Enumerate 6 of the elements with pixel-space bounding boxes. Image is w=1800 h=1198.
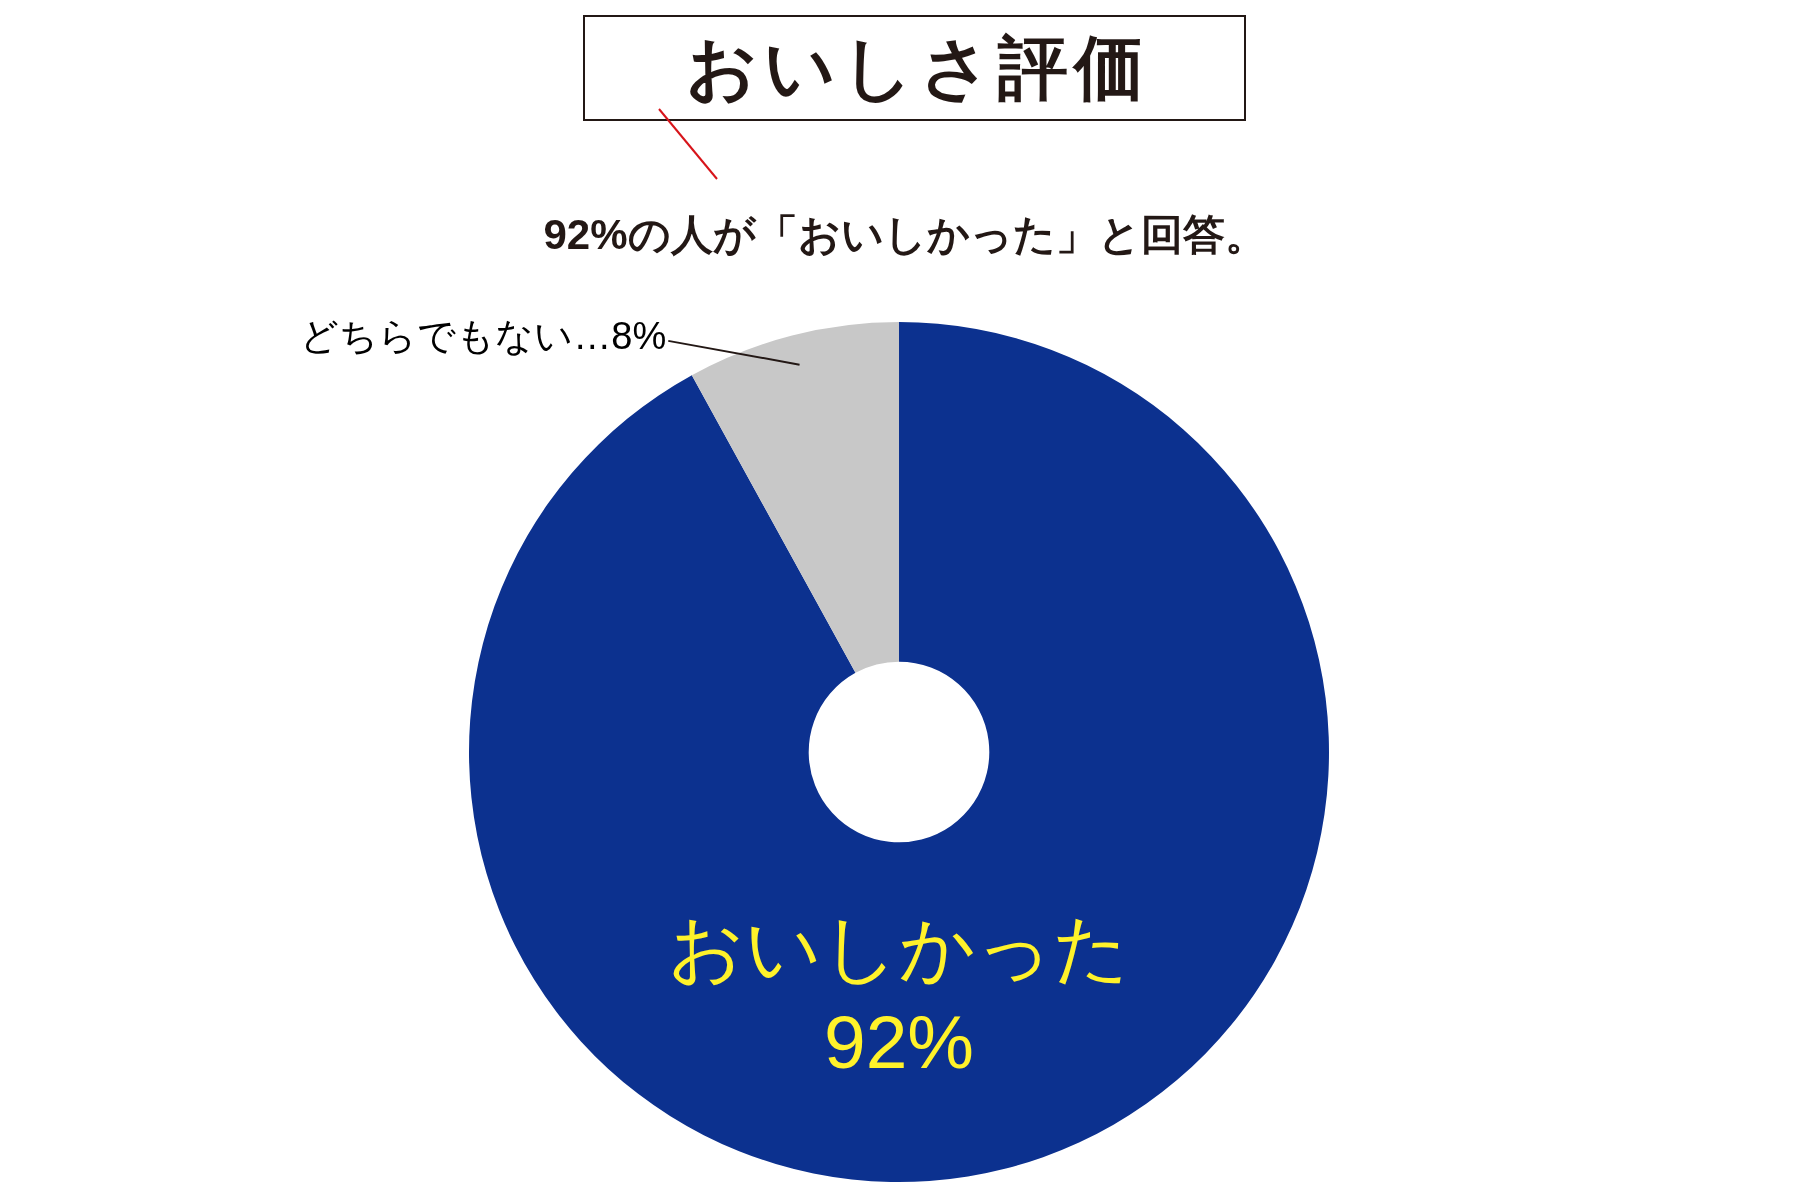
chart-subtitle: 92%の人が「おいしかった」と回答。 [542, 210, 1268, 260]
slice-label: どちらでもない [300, 315, 574, 358]
data-label: …8% [573, 315, 667, 358]
slice-label: おいしかった [668, 905, 1130, 990]
chart-title: おいしさ評価 [684, 29, 1150, 107]
data-label: 92% [823, 999, 975, 1084]
